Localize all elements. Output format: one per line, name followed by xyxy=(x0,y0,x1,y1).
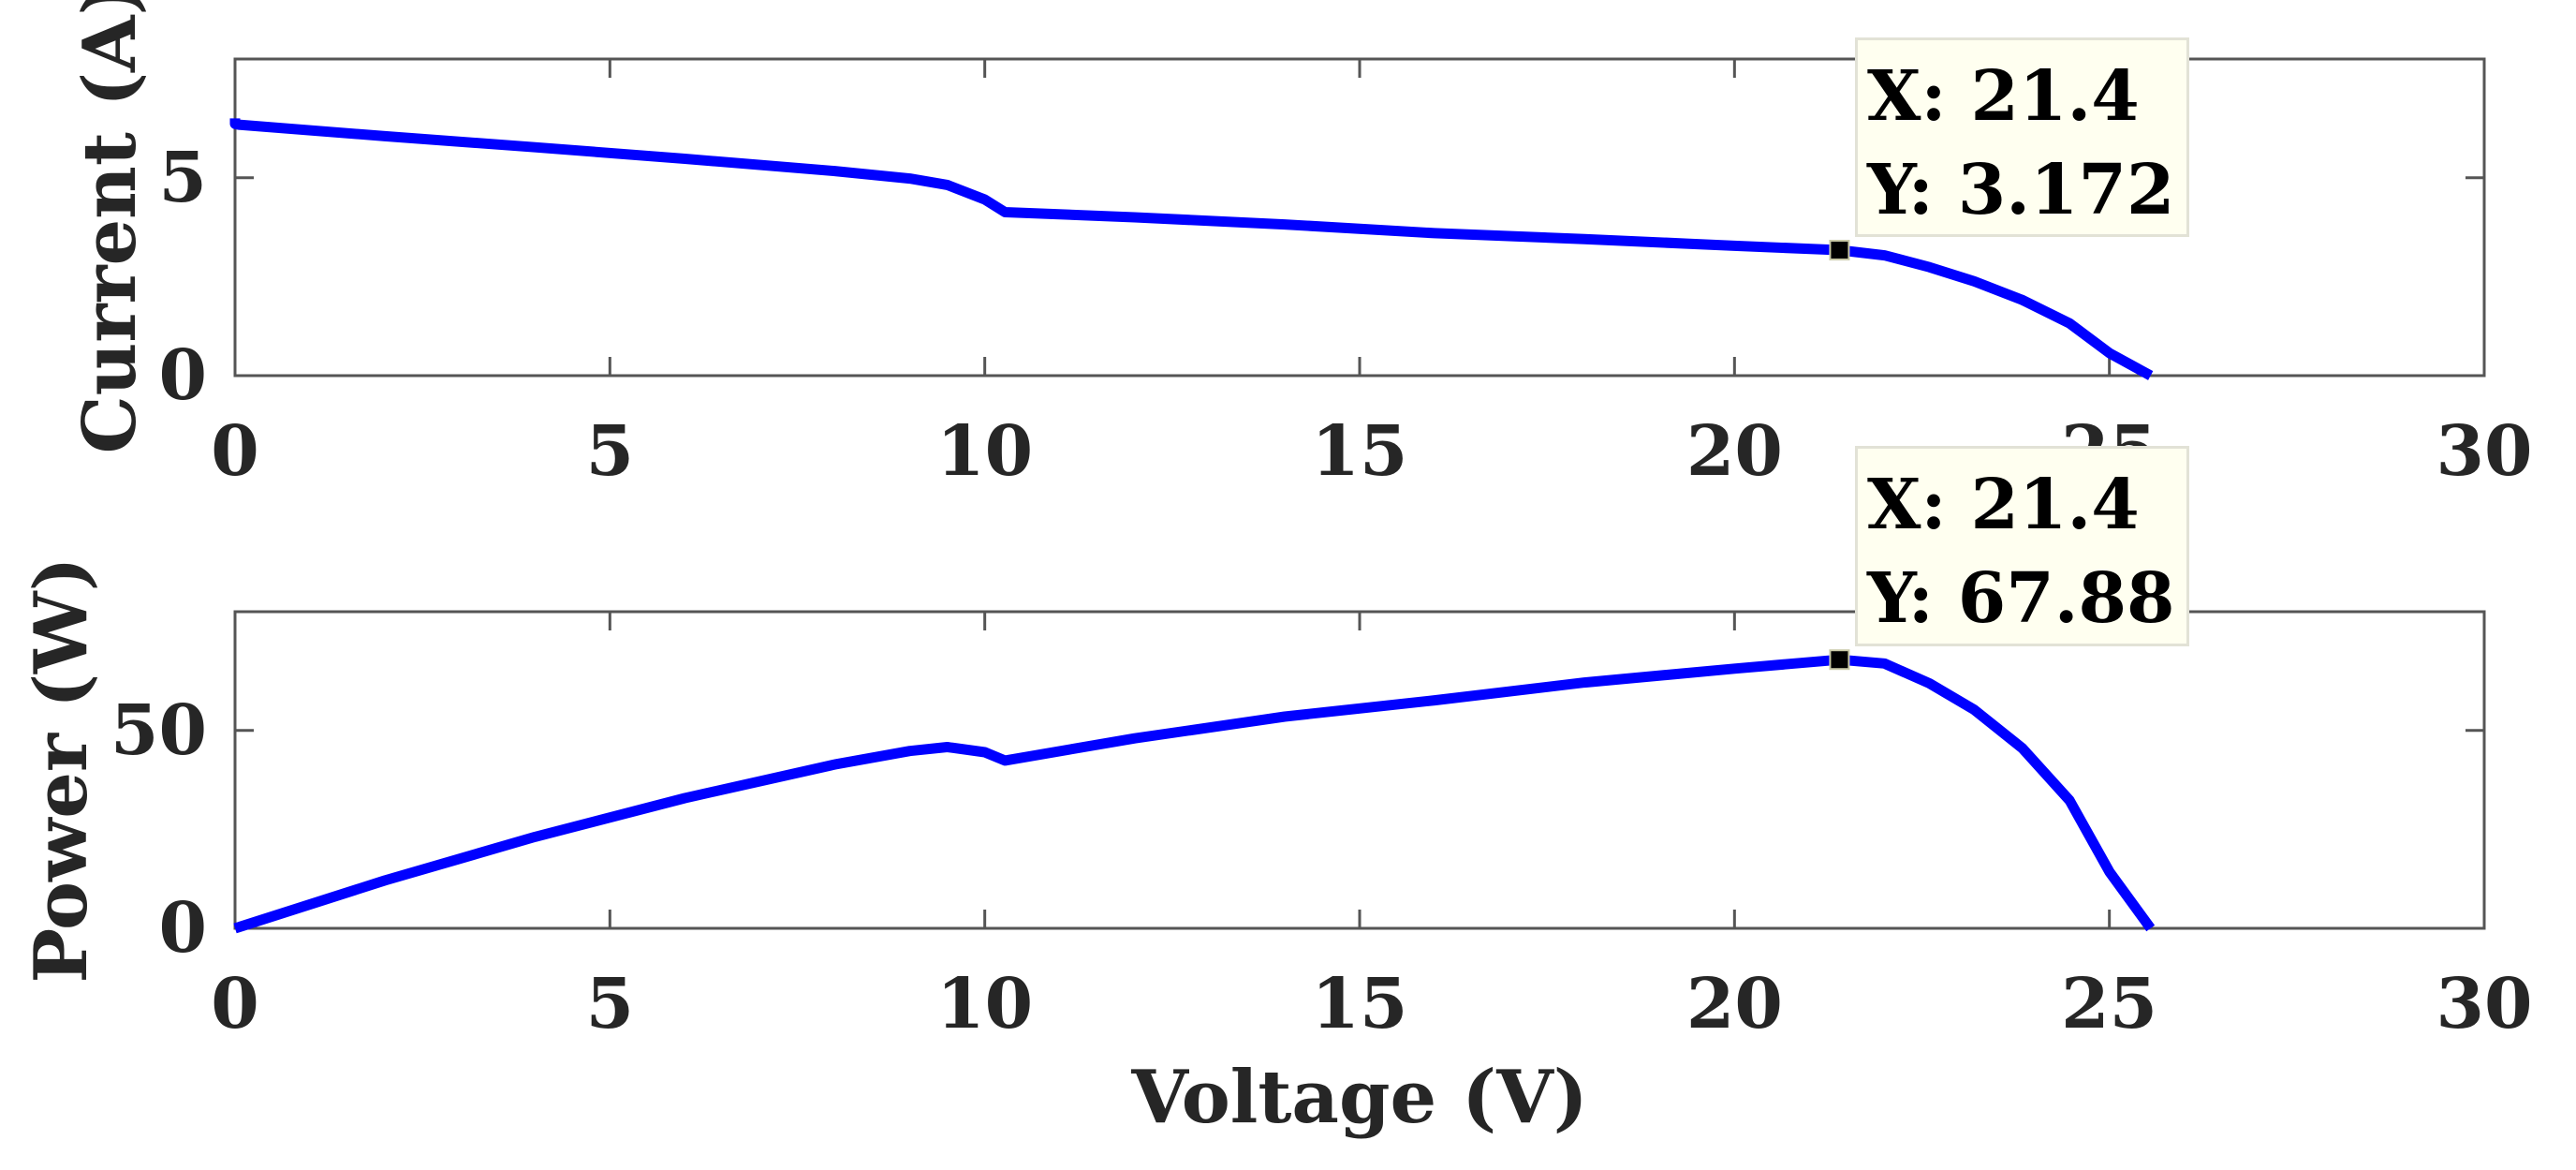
data-line xyxy=(233,654,2156,934)
power-axes xyxy=(233,610,2486,934)
datatip-x-value: X: 21.4 xyxy=(1867,465,2140,545)
y-tick-label: 0 xyxy=(158,335,208,416)
x-tick-label: 20 xyxy=(1685,411,1783,492)
x-tick-label: 30 xyxy=(2436,411,2533,492)
x-tick-label: 0 xyxy=(211,411,259,492)
datatip-y-value: Y: 3.172 xyxy=(1867,150,2175,230)
y-tick-label: 0 xyxy=(158,888,208,969)
x-tick-label: 20 xyxy=(1685,964,1783,1044)
x-tick-label: 5 xyxy=(585,964,635,1044)
x-tick-label: 25 xyxy=(2061,964,2158,1044)
current-y-axis-label: Current (A) xyxy=(67,0,153,454)
datatip-x-value: X: 21.4 xyxy=(1867,56,2140,137)
power-datatip[interactable]: X: 21.4 Y: 67.88 xyxy=(1855,446,2189,646)
y-tick-label: 50 xyxy=(110,689,207,771)
data-line xyxy=(229,118,2154,380)
voltage-x-axis-label: Voltage (V) xyxy=(1131,1055,1588,1140)
datatip-y-value: Y: 67.88 xyxy=(1867,558,2175,639)
y-tick-label: 5 xyxy=(158,137,208,218)
datatip-marker xyxy=(1829,649,1850,671)
x-tick-label: 15 xyxy=(1311,411,1408,492)
x-tick-label: 0 xyxy=(211,964,259,1044)
axes-box xyxy=(233,610,2486,930)
x-tick-label: 5 xyxy=(585,411,635,492)
power-y-axis-label: Power (W) xyxy=(19,556,104,984)
datatip-marker xyxy=(1829,239,1850,260)
x-tick-label: 30 xyxy=(2436,964,2533,1044)
x-tick-label: 15 xyxy=(1311,964,1408,1044)
x-tick-label: 10 xyxy=(936,964,1034,1044)
current-datatip[interactable]: X: 21.4 Y: 3.172 xyxy=(1855,37,2189,237)
x-tick-label: 10 xyxy=(936,411,1034,492)
